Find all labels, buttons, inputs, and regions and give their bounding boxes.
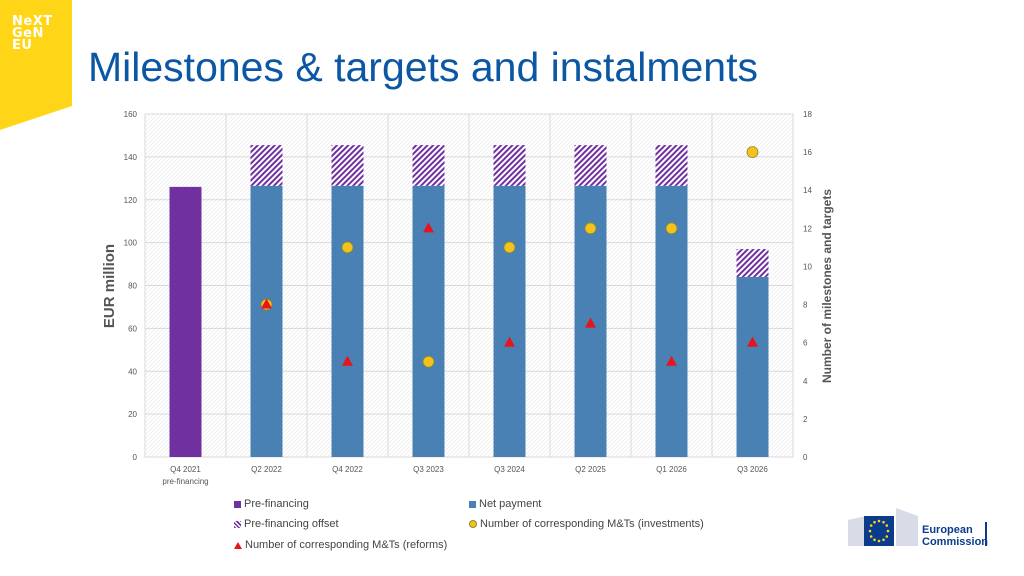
legend-label-net-payment: Net payment: [479, 498, 542, 510]
bar-pre-financing-offset: [493, 145, 526, 186]
legend-swatch-investments: [469, 520, 477, 528]
x-tick-label: Q3 2026: [737, 465, 768, 474]
bar-pre-financing-offset: [412, 145, 445, 186]
european-commission-logo: [848, 508, 987, 546]
bar-pre-financing: [169, 186, 202, 457]
y2-tick-label: 14: [803, 186, 812, 195]
legend-label-investments: Number of corresponding M&Ts (investment…: [480, 518, 704, 530]
logo-line2: GeN: [12, 26, 44, 41]
y2-tick-label: 12: [803, 224, 812, 233]
ec-logo-line2: Commission: [922, 536, 989, 548]
legend-swatch-reforms: [234, 541, 242, 549]
y2-tick-label: 10: [803, 262, 812, 271]
marker-investments: [584, 222, 597, 235]
legend-item-offset: Pre-financing offset: [234, 518, 339, 530]
bar-net-payment: [736, 276, 769, 457]
y-tick-label: 80: [128, 282, 137, 291]
y-tick-label: 20: [128, 410, 137, 419]
x-tick-label: Q1 2026: [656, 465, 687, 474]
y2-tick-label: 2: [803, 415, 808, 424]
axes: 0 20 40 60 80 100 120 140 160 0 2 4 6 8 10 12 14 16 18 Q4 2…: [124, 110, 813, 486]
y-tick-label: 160: [124, 110, 138, 119]
marker-investments: [665, 222, 678, 235]
ec-logo-line1: European: [922, 524, 973, 536]
combo-chart: 0 20 40 60 80 100 120 140 160 0 2 4 6 8 10 12 14 16 18 Q4 2…: [101, 110, 834, 486]
bar-pre-financing-offset: [331, 145, 364, 186]
marker-reforms: [261, 298, 272, 309]
y-tick-label: 60: [128, 324, 137, 333]
marker-reforms: [666, 355, 677, 366]
x-tick-sublabel: pre-financing: [162, 477, 208, 486]
marker-investments: [503, 241, 516, 254]
legend-swatch-net-payment: [469, 500, 476, 508]
y-tick-label: 0: [133, 453, 138, 462]
marker-reforms: [747, 336, 758, 347]
legend-swatch-pre-financing: [234, 500, 241, 508]
bar-net-payment: [250, 185, 283, 458]
logo-text: NeXT GeN EU: [12, 14, 60, 53]
x-tick-label: Q2 2022: [251, 465, 282, 474]
ec-logo-building-right: [896, 508, 918, 546]
y2-tick-label: 0: [803, 453, 808, 462]
y2-tick-label: 4: [803, 377, 808, 386]
bars: [169, 145, 769, 458]
logo-line3: EU: [12, 38, 33, 53]
eu-stars-icon: [868, 519, 890, 543]
y2-tick-label: 16: [803, 148, 812, 157]
nextgeneu-logo: NeXT GeN EU: [0, 0, 72, 130]
y-tick-label: 120: [124, 196, 138, 205]
legend-swatch-offset: [234, 520, 241, 528]
marker-reforms: [423, 222, 434, 233]
bar-net-payment: [331, 185, 364, 458]
logo-background: [0, 0, 72, 130]
y-tick-label: 140: [124, 153, 138, 162]
x-tick-label: Q4 2022: [332, 465, 363, 474]
x-tick-label: Q3 2024: [494, 465, 525, 474]
x-tick-label: Q3 2023: [413, 465, 444, 474]
y-tick-label: 100: [124, 239, 138, 248]
marker-reforms: [504, 336, 515, 347]
marker-investments: [341, 241, 354, 254]
marker-investments: [422, 355, 435, 368]
y2-tick-label: 18: [803, 110, 812, 119]
legend-item-investments: Number of corresponding M&Ts (investment…: [469, 518, 704, 530]
bar-pre-financing-offset: [655, 145, 688, 186]
legend-item-pre-financing: Pre-financing: [234, 498, 309, 510]
bar-net-payment: [493, 185, 526, 458]
bar-pre-financing-offset: [736, 249, 769, 277]
x-tick-label: Q4 2021: [170, 465, 201, 474]
y2-tick-label: 6: [803, 339, 808, 348]
ec-logo-text: European Commission: [922, 524, 988, 548]
marker-reforms: [342, 355, 353, 366]
marker-investments: [746, 146, 759, 159]
legend-label-offset: Pre-financing offset: [244, 518, 339, 530]
x-tick-label: Q2 2025: [575, 465, 606, 474]
y-tick-label: 40: [128, 367, 137, 376]
legend-item-reforms: Number of corresponding M&Ts (reforms): [234, 539, 447, 551]
page-title: Milestones & targets and instalments: [88, 44, 758, 90]
ec-logo-building-left: [848, 516, 866, 546]
bar-pre-financing-offset: [574, 145, 607, 186]
legend-item-net-payment: Net payment: [469, 498, 541, 510]
y-axis-title: EUR million: [101, 244, 118, 328]
marker-reforms: [585, 317, 596, 328]
legend-label-pre-financing: Pre-financing: [244, 498, 309, 510]
bar-pre-financing-offset: [250, 145, 283, 186]
legend-label-reforms: Number of corresponding M&Ts (reforms): [245, 539, 448, 551]
ec-logo-divider: [985, 522, 987, 546]
y2-axis-title: Number of milestones and targets: [820, 189, 834, 383]
y2-tick-label: 8: [803, 301, 808, 310]
markers: [260, 146, 759, 368]
logo-line1: NeXT: [12, 14, 53, 29]
